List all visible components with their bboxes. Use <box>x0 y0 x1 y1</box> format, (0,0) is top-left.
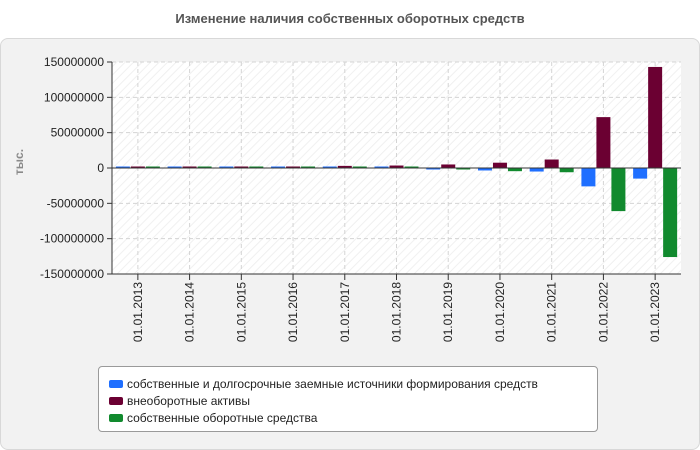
x-tick-label: 01.01.2020 <box>493 282 507 342</box>
bar <box>337 165 352 168</box>
bar <box>219 166 234 168</box>
legend-label: собственные и долгосрочные заемные источ… <box>127 376 538 391</box>
y-tick-label: -150000000 <box>40 267 104 281</box>
x-tick-label: 01.01.2023 <box>648 282 662 342</box>
legend-label: собственные оборотные средства <box>127 410 318 425</box>
bar <box>182 166 197 168</box>
axes <box>107 61 681 280</box>
bar <box>301 166 316 168</box>
bar <box>633 168 648 179</box>
x-tick-labels: 01.01.2013 01.01.2014 01.01.2015 01.01.2016… <box>131 282 662 342</box>
legend-swatch-icon <box>109 379 123 388</box>
bar <box>271 166 286 168</box>
x-tick-label: 01.01.2017 <box>338 282 352 342</box>
y-tick-label: 0 <box>97 161 104 175</box>
y-tick-label: 50000000 <box>51 126 105 140</box>
bar <box>404 166 419 168</box>
bar <box>663 168 678 258</box>
x-tick-label: 01.01.2014 <box>183 282 197 342</box>
legend-item: собственные оборотные средства <box>109 409 597 426</box>
bar <box>389 165 404 168</box>
bar <box>426 168 441 170</box>
x-tick-label: 01.01.2022 <box>596 282 610 342</box>
bar <box>559 168 574 173</box>
bar <box>197 166 212 168</box>
x-tick-label: 01.01.2021 <box>545 282 559 342</box>
x-tick-label: 01.01.2018 <box>390 282 404 342</box>
bar <box>441 164 456 168</box>
bar <box>130 166 145 168</box>
bar <box>492 162 507 168</box>
bar <box>611 168 626 212</box>
legend-swatch-icon <box>109 413 123 422</box>
bar <box>374 166 389 168</box>
x-tick-label: 01.01.2013 <box>131 282 145 342</box>
bar <box>456 168 471 170</box>
y-tick-label: 100000000 <box>44 90 104 104</box>
legend-item: собственные и долгосрочные заемные источ… <box>109 375 597 392</box>
bar <box>544 159 559 168</box>
bar <box>322 166 337 168</box>
legend-item: внеоборотные активы <box>109 392 597 409</box>
bar <box>352 166 367 168</box>
bars <box>115 66 678 258</box>
legend-swatch-icon <box>109 396 123 405</box>
y-tick-label: -100000000 <box>40 232 104 246</box>
bar <box>507 168 522 172</box>
bar <box>167 166 182 168</box>
y-tick-labels: 150000000 100000000 50000000 0 -50000000 -100… <box>40 55 104 281</box>
x-tick-label: 01.01.2015 <box>234 282 248 342</box>
bar <box>249 166 264 168</box>
bar <box>596 117 611 168</box>
bar <box>145 166 160 168</box>
legend-label: внеоборотные активы <box>127 393 250 408</box>
bar <box>581 168 596 187</box>
chart-legend: собственные и долгосрочные заемные источ… <box>98 366 598 432</box>
x-tick-label: 01.01.2019 <box>441 282 455 342</box>
bar <box>477 168 492 171</box>
bar <box>115 166 130 168</box>
bar <box>234 166 249 168</box>
y-axis-label: тыс. <box>12 149 26 175</box>
y-tick-label: 150000000 <box>44 55 104 69</box>
bar <box>648 66 663 168</box>
chart-title: Изменение наличия собственных оборотных … <box>175 11 525 26</box>
y-tick-label: -50000000 <box>47 196 105 210</box>
bar <box>286 166 301 168</box>
x-tick-label: 01.01.2016 <box>286 282 300 342</box>
bar <box>529 168 544 172</box>
